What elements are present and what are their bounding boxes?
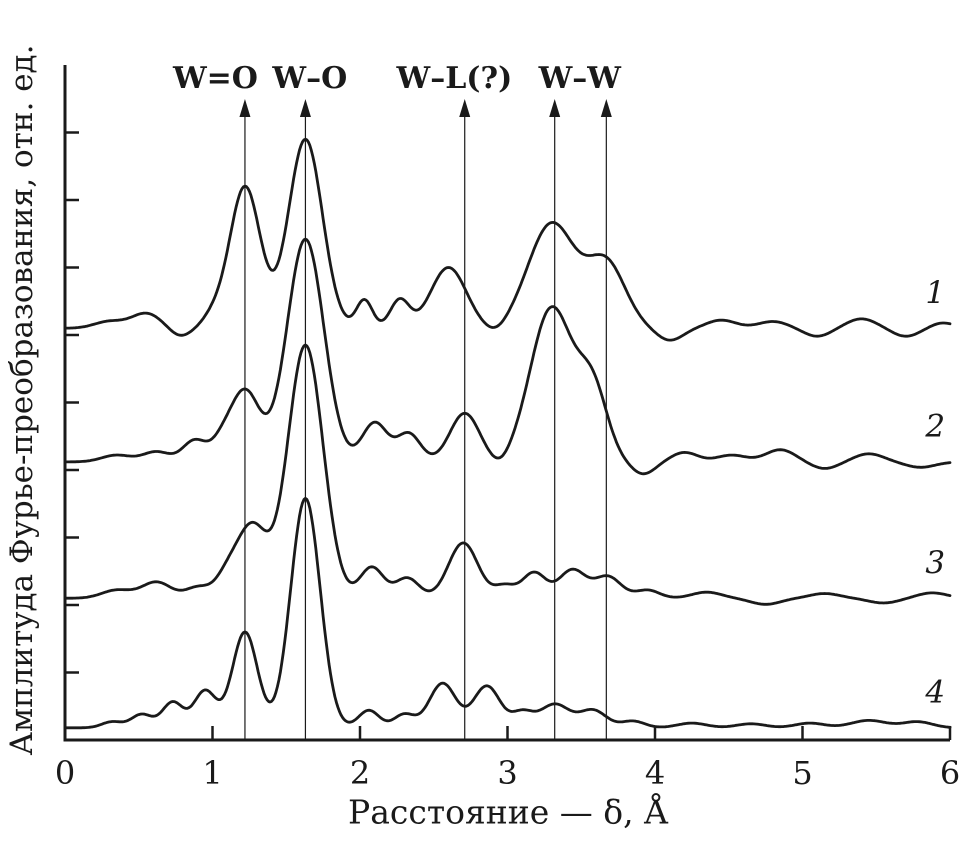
curve-1 [63,137,952,342]
curve-label-4: 4 [924,675,945,711]
x-tick-label: 4 [645,754,665,792]
curve-4 [63,496,952,730]
x-axis-title: Расстояние — δ, Å [348,792,668,832]
annotation-label: W–L(?) [396,61,513,96]
curve-label-3: 3 [925,545,945,581]
y-axis-title: Амплитуда Фурье-преобразования, отн. ед. [4,44,40,756]
annotation-label: W–O [271,61,347,96]
curve-label-1: 1 [925,275,945,311]
arrowhead-icon [459,99,471,117]
x-tick-label: 1 [202,754,222,792]
arrowhead-icon [239,99,251,117]
axes-spines [63,65,950,742]
x-tick-label: 6 [940,754,960,792]
x-tick-label: 3 [497,754,517,792]
arrowhead-icon [299,99,311,117]
annotation-label: W=O [172,61,258,96]
annotation-label: W–W [538,61,623,96]
curve-label-2: 2 [924,409,945,445]
curve-2 [63,237,952,476]
curve-3 [63,343,952,606]
arrowhead-icon [600,99,612,117]
x-tick-label: 2 [350,754,370,792]
x-tick-label: 5 [792,754,812,792]
x-tick-label: 0 [55,754,75,792]
arrowhead-icon [549,99,561,117]
